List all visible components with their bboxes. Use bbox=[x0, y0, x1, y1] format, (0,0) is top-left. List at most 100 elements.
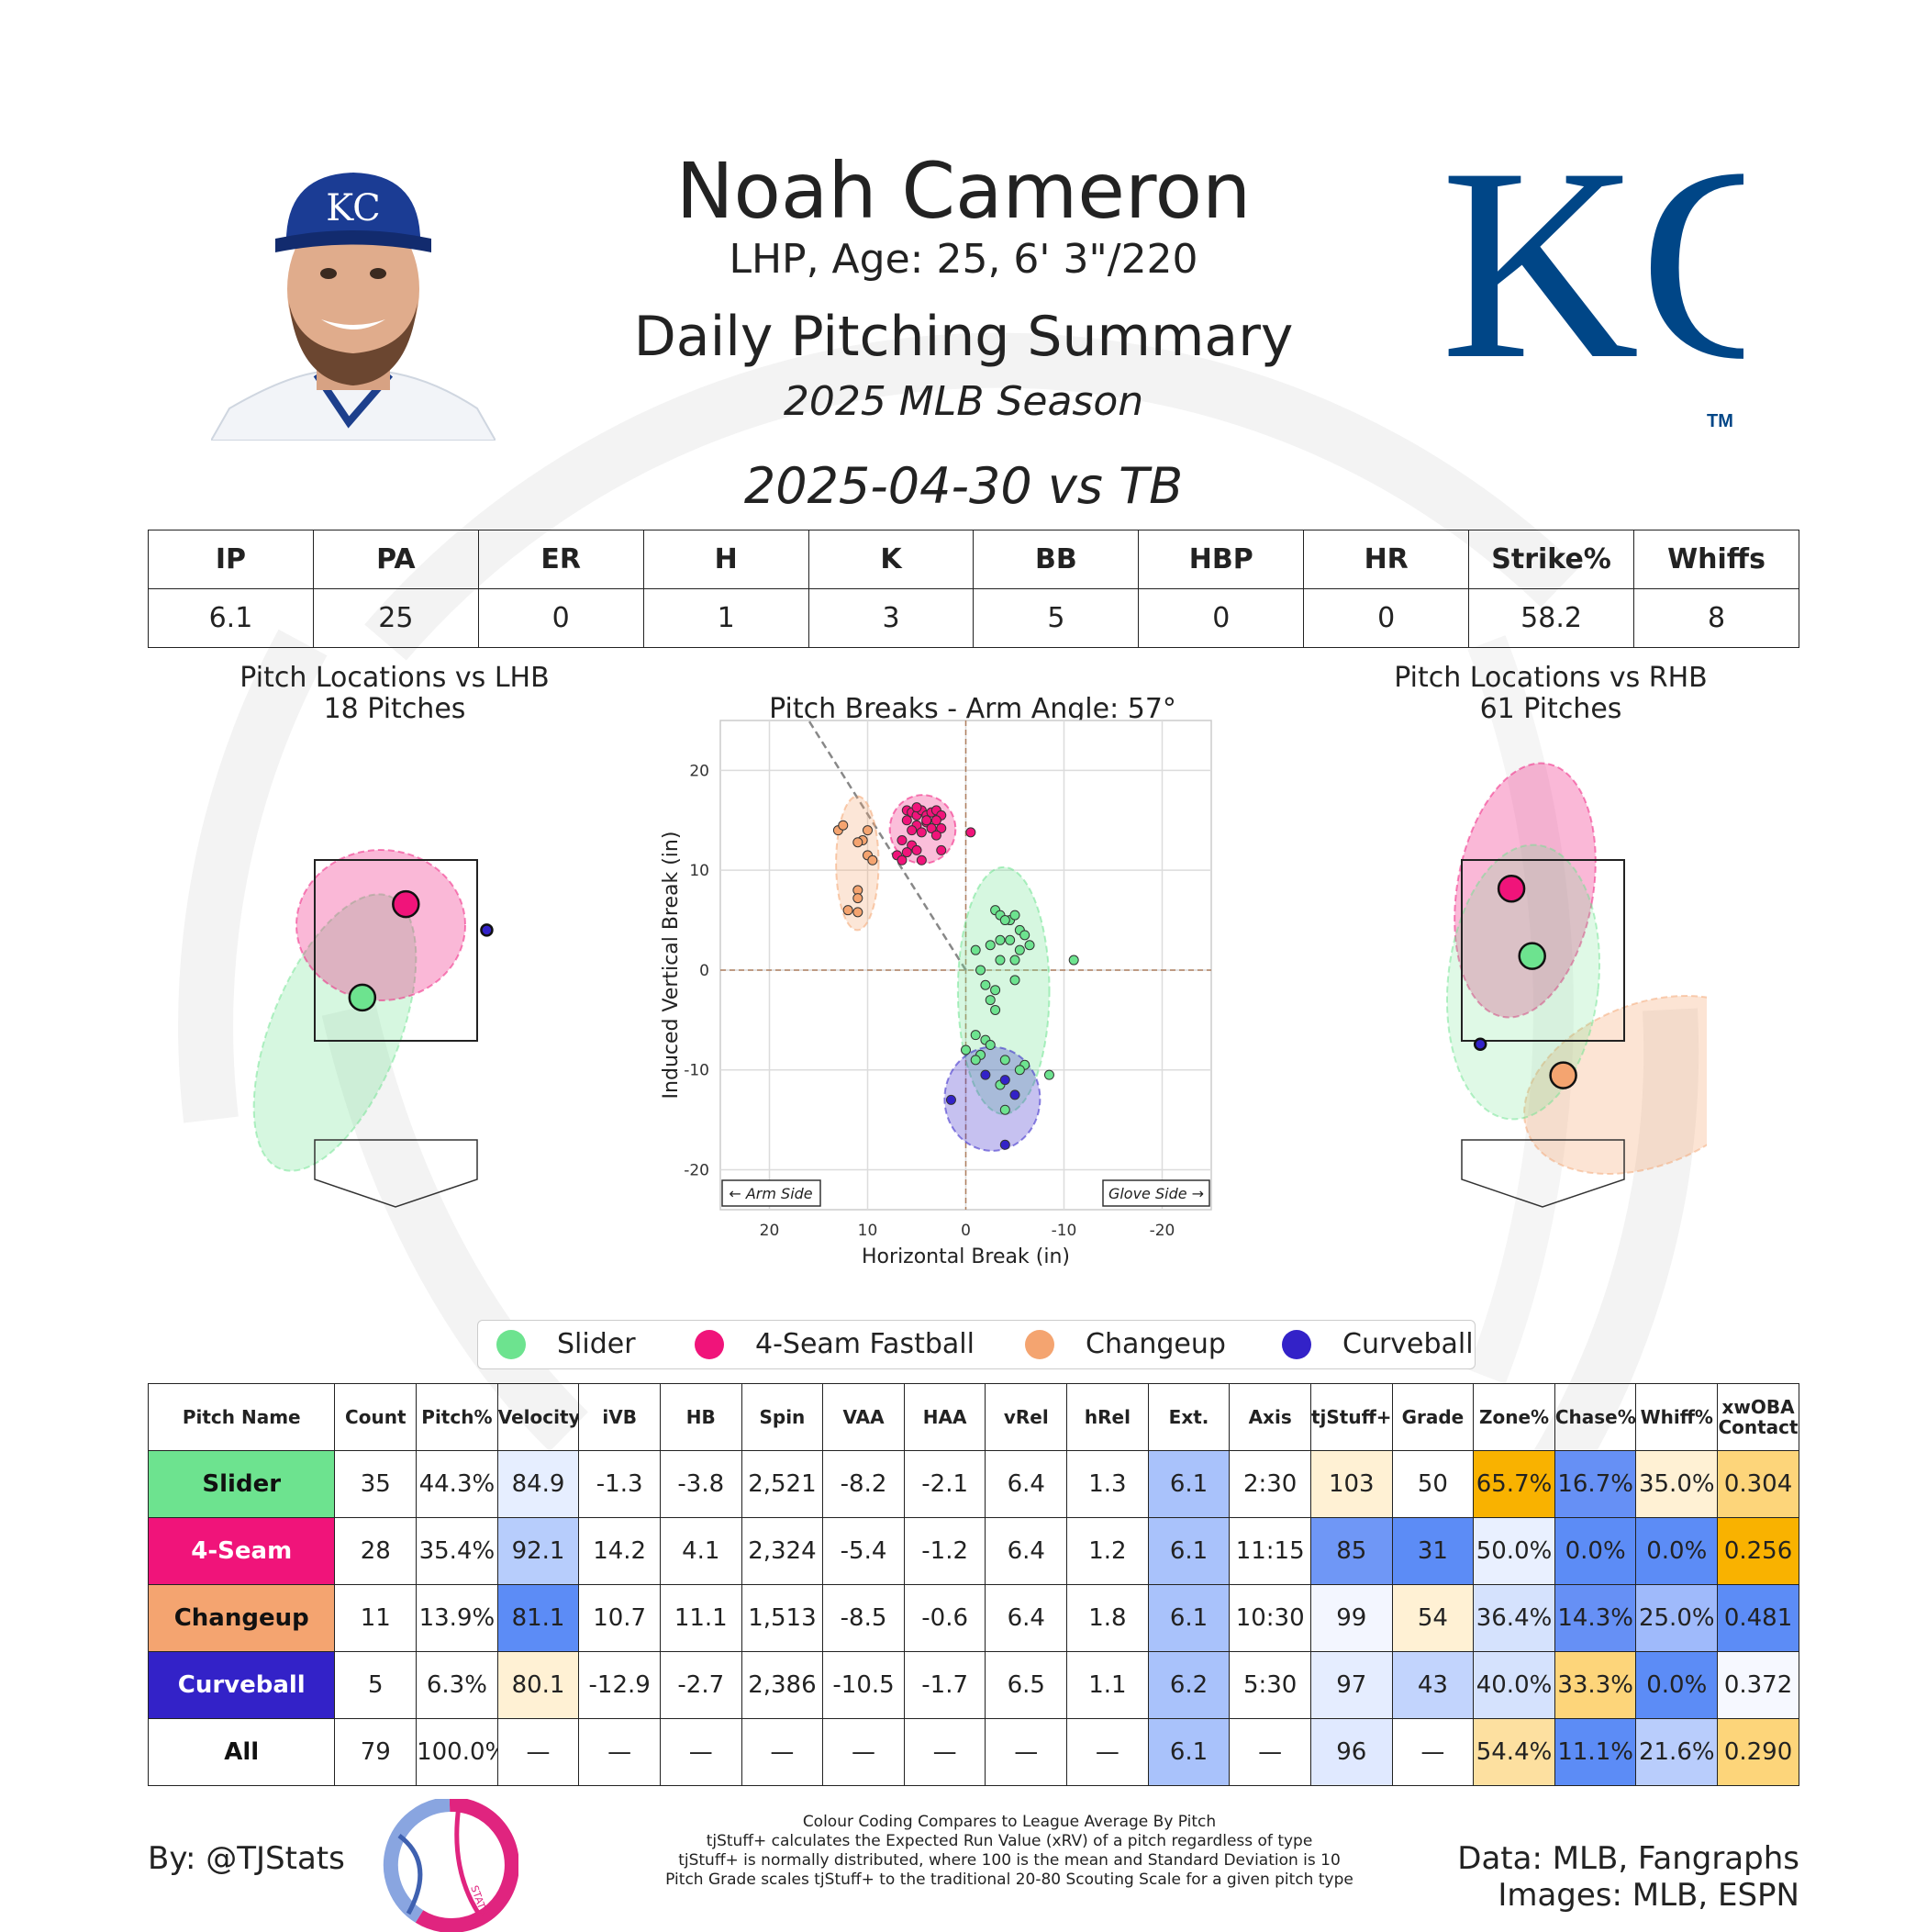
legend-item-changeup: Changeup bbox=[1025, 1324, 1226, 1365]
stat-header: IP bbox=[148, 530, 314, 589]
metric-cell: 33.3% bbox=[1554, 1651, 1637, 1719]
season-title: 2025 MLB Season bbox=[783, 378, 1144, 425]
metric-cell: 28 bbox=[334, 1517, 418, 1585]
pitch-table-header: Count bbox=[334, 1383, 418, 1451]
y-tick-label: -20 bbox=[684, 1161, 709, 1179]
metric-cell: 2,386 bbox=[741, 1651, 824, 1719]
metric-cell: 35 bbox=[334, 1450, 418, 1518]
metric-cell: — bbox=[985, 1718, 1068, 1786]
metric-cell: — bbox=[659, 1718, 742, 1786]
footer-notes: Colour Coding Compares to League Average… bbox=[642, 1813, 1376, 1890]
table-row: Slider 35 44.3% 84.9 -1.3 -3.8 2,521 -8.2 -2.1 6.… bbox=[147, 1450, 1799, 1518]
metric-cell: 6.1 bbox=[1147, 1718, 1231, 1786]
metric-cell: -0.6 bbox=[903, 1584, 986, 1652]
break-point bbox=[916, 827, 927, 838]
location-mean-marker bbox=[1473, 1037, 1487, 1051]
stat-value: 58.2 bbox=[1468, 588, 1635, 648]
rhb-slider-ellipse bbox=[1445, 843, 1601, 1121]
stat-line-table: IP PA ER H K BB HBP HR Strike% Whiffs 6.1 25 0 1 3 5 0 0… bbox=[148, 530, 1799, 648]
metric-cell: 81.1 bbox=[496, 1584, 580, 1652]
data-credit: Data: MLB, Fangraphs bbox=[1457, 1840, 1799, 1877]
break-point bbox=[926, 822, 937, 833]
metric-cell: 16.7% bbox=[1554, 1450, 1637, 1518]
rhb-plot-title: Pitch Locations vs RHB 61 Pitches bbox=[1367, 663, 1734, 725]
metric-cell: — bbox=[578, 1718, 661, 1786]
legend-dot-fastball bbox=[695, 1330, 724, 1359]
metric-cell: — bbox=[496, 1718, 580, 1786]
pitch-table-header: xwOBA Contact bbox=[1717, 1383, 1799, 1451]
player-name: Noah Cameron bbox=[675, 146, 1252, 236]
pitch-table-header: Pitch% bbox=[416, 1383, 498, 1451]
metric-cell: 99 bbox=[1309, 1584, 1393, 1652]
team-logo-text: KC bbox=[1441, 156, 1743, 416]
metric-cell: 10:30 bbox=[1229, 1584, 1311, 1652]
x-tick-label: -20 bbox=[1150, 1222, 1175, 1240]
stat-header: PA bbox=[312, 530, 479, 589]
images-credit: Images: MLB, ESPN bbox=[1498, 1877, 1799, 1914]
pitch-metrics-table: Pitch Name Count Pitch% Velocity iVB HB Spin VA… bbox=[147, 1383, 1799, 1786]
pitch-name-cell: All bbox=[147, 1718, 336, 1786]
break-point bbox=[990, 1004, 1001, 1015]
metric-cell: 1.1 bbox=[1066, 1651, 1149, 1719]
break-point bbox=[985, 995, 996, 1006]
table-row: Changeup 11 13.9% 81.1 10.7 11.1 1,513 -8.5 -0.6… bbox=[147, 1584, 1799, 1652]
rhb-title-text: Pitch Locations vs RHB bbox=[1394, 662, 1708, 694]
break-point bbox=[961, 1044, 971, 1055]
pitch-table-header: Spin bbox=[741, 1383, 824, 1451]
metric-cell: -2.7 bbox=[659, 1651, 742, 1719]
metric-cell: 97 bbox=[1309, 1651, 1393, 1719]
stat-value: 8 bbox=[1633, 588, 1799, 648]
stat-header: BB bbox=[973, 530, 1140, 589]
metric-cell: 1.2 bbox=[1066, 1517, 1149, 1585]
player-headshot: KC bbox=[211, 173, 496, 441]
stat-value: 5 bbox=[973, 588, 1140, 648]
credits: Data: MLB, Fangraphs Images: MLB, ESPN bbox=[1457, 1840, 1799, 1914]
pitch-table-header: Axis bbox=[1229, 1383, 1311, 1451]
arm-side-box bbox=[721, 1179, 821, 1207]
metric-cell: 92.1 bbox=[496, 1517, 580, 1585]
metric-cell: 0.0% bbox=[1635, 1651, 1719, 1719]
lhb-slider-ellipse bbox=[252, 893, 418, 1172]
break-point bbox=[838, 820, 849, 831]
break-point bbox=[911, 844, 922, 855]
break-point bbox=[980, 979, 991, 990]
break-point bbox=[1014, 944, 1025, 955]
lhb-plot-title: Pitch Locations vs LHB 18 Pitches bbox=[211, 663, 578, 725]
break-point bbox=[867, 854, 878, 865]
x-tick-label: 10 bbox=[858, 1222, 878, 1240]
metric-cell: — bbox=[903, 1718, 986, 1786]
pitch-table-header: HB bbox=[659, 1383, 742, 1451]
metric-cell: 11:15 bbox=[1229, 1517, 1311, 1585]
pitch-table-header: Chase% bbox=[1554, 1383, 1637, 1451]
stat-value: 3 bbox=[808, 588, 975, 648]
metric-cell: 2,324 bbox=[741, 1517, 824, 1585]
metric-cell: 0.481 bbox=[1717, 1584, 1799, 1652]
break-point bbox=[970, 1030, 981, 1041]
break-point bbox=[852, 837, 863, 848]
metric-cell: 79 bbox=[334, 1718, 418, 1786]
legend-label: Changeup bbox=[1086, 1328, 1226, 1360]
break-point bbox=[911, 802, 922, 813]
metric-cell: 5 bbox=[334, 1651, 418, 1719]
lhb-title-text: Pitch Locations vs LHB bbox=[239, 662, 550, 694]
break-point bbox=[907, 825, 918, 836]
metric-cell: 65.7% bbox=[1473, 1450, 1555, 1518]
metric-cell: 6.4 bbox=[985, 1584, 1068, 1652]
location-mean-marker bbox=[1549, 1061, 1577, 1089]
stat-header: H bbox=[642, 530, 809, 589]
metric-cell: 25.0% bbox=[1635, 1584, 1719, 1652]
rhb-pitch-count: 61 Pitches bbox=[1479, 693, 1622, 725]
legend-dot-slider bbox=[496, 1330, 526, 1359]
break-point bbox=[852, 893, 863, 904]
arm-angle-line bbox=[808, 720, 967, 971]
metric-cell: -12.9 bbox=[578, 1651, 661, 1719]
metric-cell: 6.4 bbox=[985, 1517, 1068, 1585]
stat-header: HBP bbox=[1138, 530, 1305, 589]
metric-cell: -1.7 bbox=[903, 1651, 986, 1719]
pitch-table-header: Velocity bbox=[496, 1383, 580, 1451]
byline: By: @TJStats bbox=[148, 1840, 345, 1877]
metric-cell: 0.372 bbox=[1717, 1651, 1799, 1719]
break-point bbox=[945, 1094, 956, 1105]
metric-cell: — bbox=[822, 1718, 905, 1786]
metric-cell: 14.3% bbox=[1554, 1584, 1637, 1652]
